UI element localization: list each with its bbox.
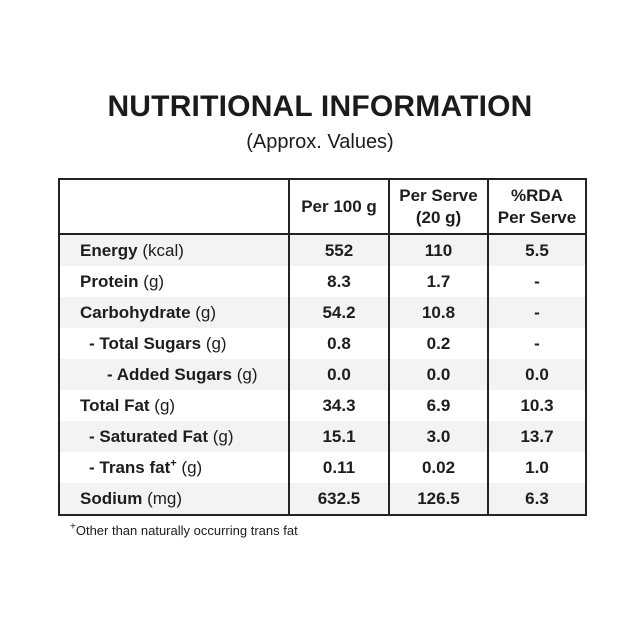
table-row: Energy (kcal) 552 110 5.5 — [59, 234, 586, 266]
value-cell: 15.1 — [288, 421, 389, 452]
table-body: Energy (kcal) 552 110 5.5 Protein (g) 8.3 1.7-… — [59, 234, 586, 515]
value-cell: 10.3 — [487, 390, 586, 421]
value-cell: - — [487, 328, 586, 359]
table-row: - Total Sugars (g) 0.8 0.2- — [59, 328, 586, 359]
row-label: Protein (g) — [80, 271, 165, 291]
nutrition-table-container: Per 100 g Per Serve (20 g) %RDA Per Serve En… — [58, 178, 587, 516]
table-row: - Added Sugars (g) 0.0 0.0 0.0 — [59, 359, 586, 390]
table-row: - Saturated Fat (g) 15.1 3.0 13.7 — [59, 421, 586, 452]
value-cell: 0.0 — [487, 359, 586, 390]
value-cell: 6.3 — [487, 483, 586, 515]
value-cell: 126.5 — [388, 483, 488, 515]
row-label: - Trans fat+ (g) — [89, 456, 203, 477]
value-cell: 13.7 — [487, 421, 586, 452]
value-cell: 1.0 — [487, 452, 586, 483]
table-row: Total Fat (g) 34.3 6.9 10.3 — [59, 390, 586, 421]
value-cell: 552 — [288, 234, 389, 266]
table-row: Carbohydrate (g) 54.2 10.8- — [59, 297, 586, 328]
row-label: Sodium (mg) — [59, 483, 289, 515]
value-cell: 0.0 — [388, 359, 488, 390]
footnote: +Other than naturally occurring trans fa… — [70, 521, 298, 538]
value-cell: - — [487, 266, 586, 297]
table-header-row: Per 100 g Per Serve (20 g) %RDA Per Serve — [59, 179, 586, 235]
table-row: - Trans fat+ (g) 0.11 0.02 1.0 — [59, 452, 586, 483]
column-header — [59, 179, 289, 235]
value-cell: 0.8 — [288, 328, 389, 359]
column-header: %RDA Per Serve — [487, 179, 586, 235]
value-cell: 6.9 — [388, 390, 488, 421]
value-cell: 110 — [388, 234, 488, 266]
value-cell: 1.7 — [388, 266, 488, 297]
footnote-text: Other than naturally occurring trans fat — [75, 523, 298, 538]
row-label: Total Fat (g) — [80, 395, 176, 415]
row-label: Carbohydrate (g) — [59, 297, 289, 328]
row-label: - Added Sugars (g) — [59, 359, 289, 390]
row-label: - Saturated Fat (g) — [59, 421, 289, 452]
row-label: - Total Sugars (g) — [89, 333, 227, 353]
value-cell: 0.0 — [288, 359, 389, 390]
header-row: Per 100 g Per Serve (20 g) %RDA Per Serve — [59, 179, 586, 235]
table-row: Sodium (mg) 632.5 126.5 6.3 — [59, 483, 586, 515]
value-cell: 10.8 — [388, 297, 488, 328]
column-header: Per 100 g — [288, 179, 389, 235]
value-cell: 54.2 — [288, 297, 389, 328]
nutrition-table: Per 100 g Per Serve (20 g) %RDA Per Serve En… — [58, 178, 587, 516]
page-title: NUTRITIONAL INFORMATION — [107, 90, 533, 123]
value-cell: - — [487, 297, 586, 328]
row-label: Energy (kcal) — [59, 234, 289, 266]
value-cell: 0.11 — [288, 452, 389, 483]
value-cell: 8.3 — [288, 266, 389, 297]
footnote-marker: + — [70, 521, 76, 533]
page-subtitle: (Approx. Values) — [246, 131, 394, 153]
value-cell: 0.02 — [388, 452, 488, 483]
value-cell: 0.2 — [388, 328, 488, 359]
value-cell: 5.5 — [487, 234, 586, 266]
table-row: Protein (g) 8.3 1.7- — [59, 266, 586, 297]
column-header: Per Serve (20 g) — [388, 179, 488, 235]
value-cell: 632.5 — [288, 483, 389, 515]
value-cell: 3.0 — [388, 421, 488, 452]
value-cell: 34.3 — [288, 390, 389, 421]
